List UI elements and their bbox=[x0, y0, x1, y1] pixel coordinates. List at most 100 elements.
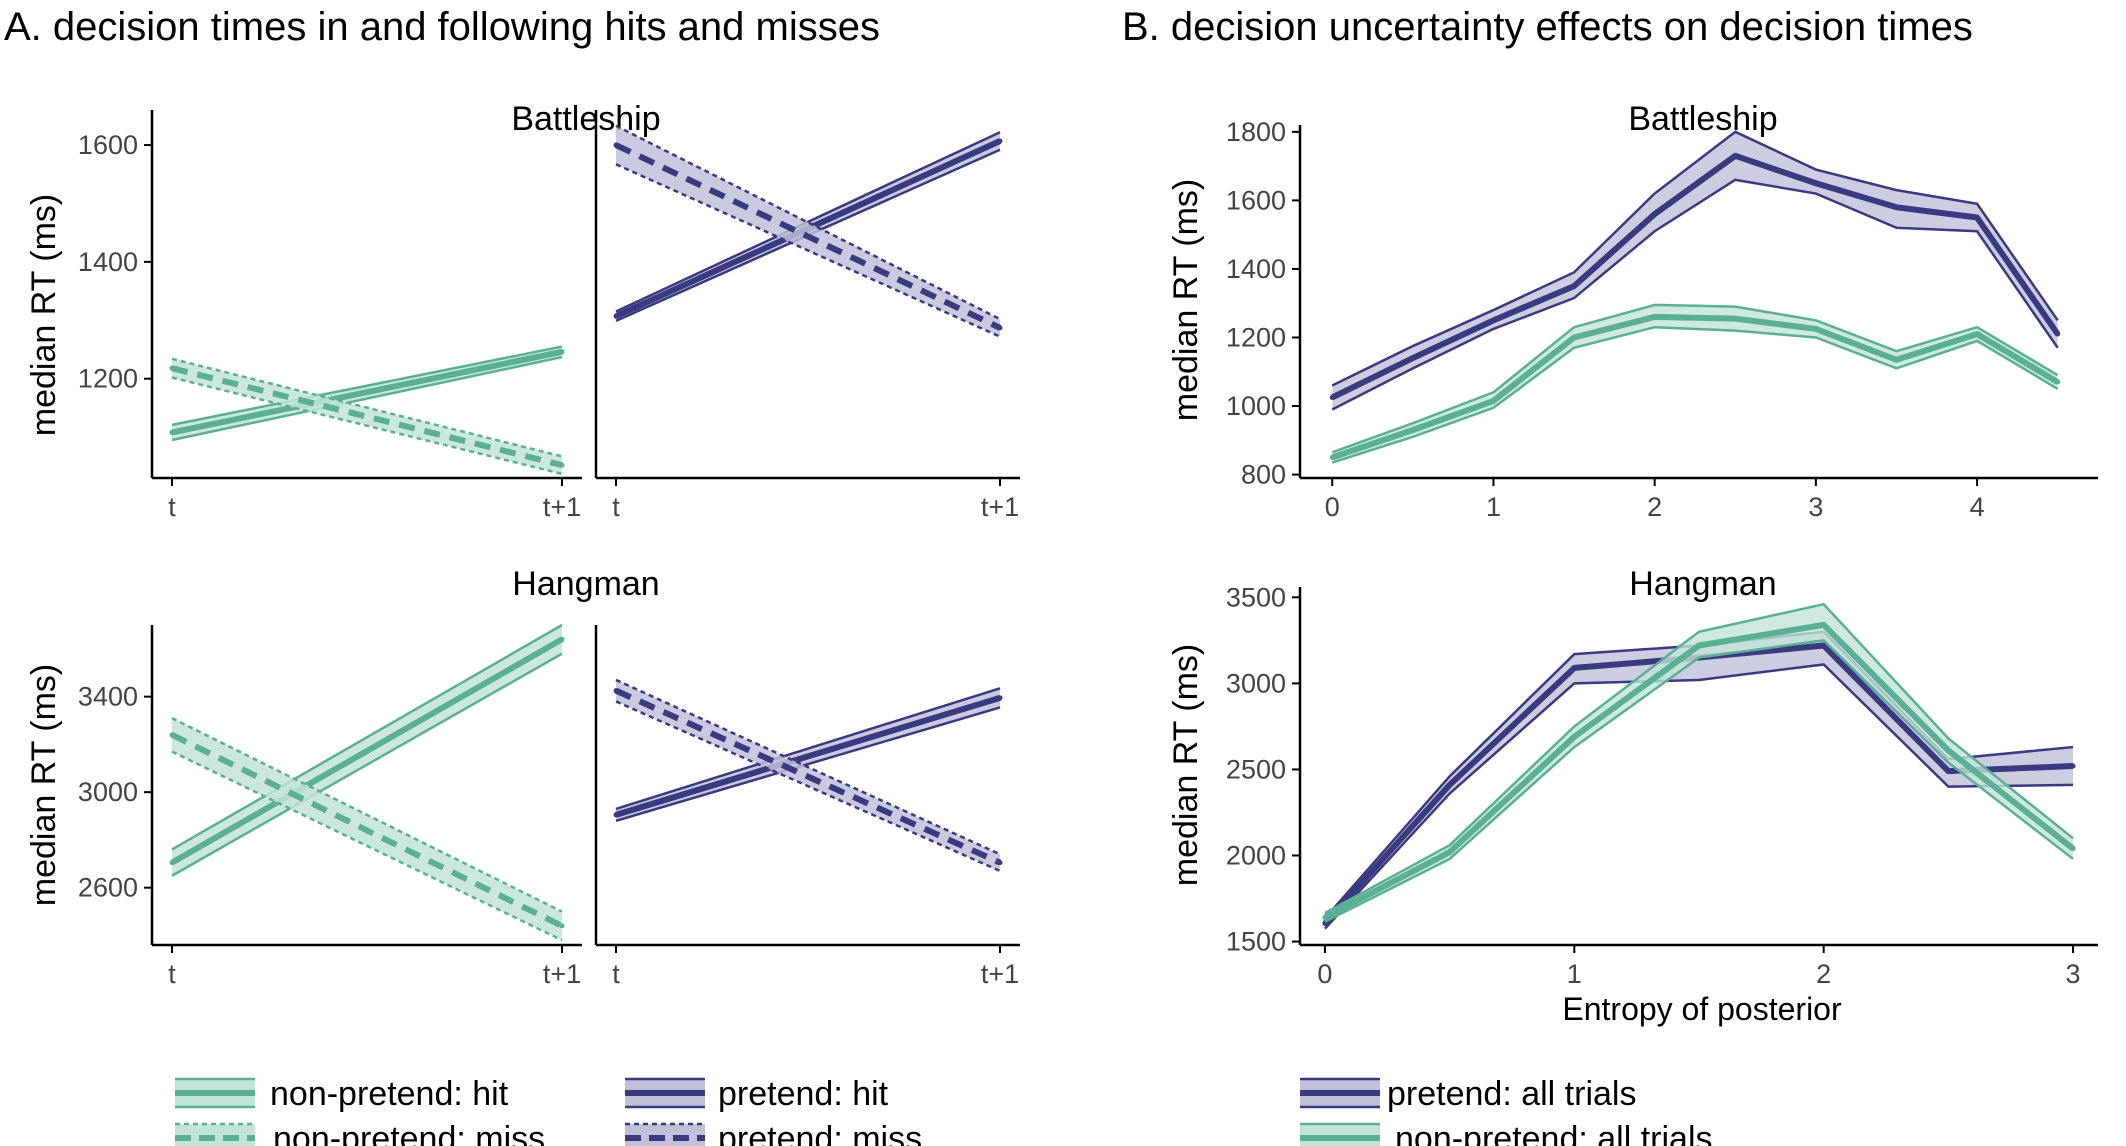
data-point bbox=[2055, 379, 2061, 385]
data-point bbox=[997, 325, 1003, 331]
legend-label-pretend-miss: pretend: miss bbox=[718, 1120, 922, 1146]
data-point bbox=[1893, 204, 1899, 210]
series-line bbox=[170, 636, 564, 866]
x-tick-label: 2 bbox=[1647, 492, 1662, 522]
ci-lower-line bbox=[1331, 325, 2059, 464]
data-point bbox=[2070, 846, 2076, 852]
data-point bbox=[1893, 357, 1899, 363]
x-tick-label: 3 bbox=[1808, 492, 1823, 522]
y-tick-label: 1800 bbox=[1226, 117, 1286, 147]
legend-key-pretend-miss bbox=[625, 1122, 705, 1146]
ci-upper-line bbox=[615, 131, 1001, 313]
x-tick-label: 4 bbox=[1970, 492, 1985, 522]
data-point bbox=[1813, 180, 1819, 186]
data-point bbox=[1410, 427, 1416, 433]
x-tick-label: t+1 bbox=[981, 492, 1019, 522]
y-tick-label: 1600 bbox=[1226, 185, 1286, 215]
subplot-title: Battleship bbox=[1628, 100, 1777, 138]
ci-upper-line bbox=[615, 678, 1001, 856]
series-line bbox=[615, 694, 1001, 818]
data-point bbox=[559, 462, 565, 468]
legend-label-nonpretend-hit: non-pretend: hit bbox=[270, 1075, 509, 1113]
ci-lower-line bbox=[615, 163, 1001, 338]
y-tick-label: 3000 bbox=[78, 777, 138, 807]
chart-B-battleship: Battleship median RT (ms) 0 1 2 3 4 800 1000 1200… bbox=[1167, 100, 2098, 522]
x-tick-label: 1 bbox=[1486, 492, 1501, 522]
plots: Battleship median RT (ms) t t+1120014001600… bbox=[25, 100, 2098, 1027]
x-tick-label: 1 bbox=[1567, 959, 1582, 989]
y-tick-label: 2000 bbox=[1226, 841, 1286, 871]
x-tick-label: t bbox=[168, 959, 176, 989]
ci-upper-line bbox=[1331, 130, 2059, 387]
x-tick-label: t bbox=[168, 492, 176, 522]
data-point bbox=[613, 313, 619, 319]
data-point bbox=[1322, 914, 1328, 920]
legend-panel-b: pretend: all trials non-pretend: all tria… bbox=[1300, 1075, 1713, 1146]
series-line bbox=[171, 365, 563, 469]
ci-lower-line bbox=[171, 750, 563, 942]
y-axis-label: median RT (ms) bbox=[25, 664, 63, 906]
data-point bbox=[1974, 331, 1980, 337]
series-pretend bbox=[1322, 630, 2076, 930]
x-tick-label: t bbox=[612, 959, 620, 989]
ci-ribbon bbox=[616, 125, 1000, 337]
legend-label-nonpretend-all: non-pretend: all trials bbox=[1395, 1120, 1713, 1146]
series-line bbox=[614, 142, 1002, 331]
series-line bbox=[170, 732, 564, 929]
data-point bbox=[997, 860, 1003, 866]
data-point bbox=[997, 138, 1003, 144]
data-point bbox=[169, 365, 175, 371]
y-tick-label: 800 bbox=[1241, 460, 1286, 490]
legend-panel-a: non-pretend: hit non-pretend: miss pretend… bbox=[175, 1075, 922, 1146]
series-pretend-hit bbox=[613, 687, 1003, 823]
ci-ribbon bbox=[1332, 131, 2058, 410]
ci-upper-line bbox=[1324, 602, 2074, 915]
facet-2: t t+1 bbox=[594, 110, 1020, 522]
ci-upper-line bbox=[615, 687, 1001, 811]
data-point bbox=[169, 732, 175, 738]
x-axis-label: Entropy of posterior bbox=[1562, 991, 1842, 1027]
data-point bbox=[1945, 768, 1951, 774]
y-tick-label: 3400 bbox=[78, 682, 138, 712]
ci-lower-line bbox=[1324, 639, 2074, 923]
series-nonpretend-hit bbox=[169, 623, 565, 877]
data-point bbox=[1732, 153, 1738, 159]
data-point bbox=[613, 142, 619, 148]
x-tick-label: t+1 bbox=[543, 959, 581, 989]
x-tick-label: 0 bbox=[1317, 959, 1332, 989]
series-pretend-miss bbox=[613, 124, 1003, 338]
legend-label-pretend-hit: pretend: hit bbox=[718, 1075, 889, 1113]
data-point bbox=[1447, 849, 1453, 855]
y-axis-label: median RT (ms) bbox=[1167, 179, 1205, 421]
data-point bbox=[2070, 763, 2076, 769]
data-point bbox=[1329, 394, 1335, 400]
panel-b-title: B. decision uncertainty effects on decis… bbox=[1122, 5, 1973, 49]
ci-lower-line bbox=[615, 700, 1001, 873]
chart-A-hangman: Hangman median RT (ms) t t+1 2600 3000 3400 t t+… bbox=[25, 565, 1020, 989]
data-point bbox=[1571, 283, 1577, 289]
data-point bbox=[1696, 643, 1702, 649]
series-nonpretend bbox=[1322, 602, 2076, 923]
subplot-title: Hangman bbox=[512, 565, 659, 603]
series-line bbox=[1331, 313, 2060, 461]
y-tick-label: 3000 bbox=[1226, 668, 1286, 698]
data-point bbox=[559, 923, 565, 929]
series-nonpretend bbox=[1329, 303, 2061, 464]
data-point bbox=[1821, 622, 1827, 628]
data-point bbox=[169, 860, 175, 866]
legend-key-nonpretend-miss bbox=[175, 1122, 255, 1146]
x-tick-label: 0 bbox=[1325, 492, 1340, 522]
ci-upper-line bbox=[171, 623, 563, 851]
data-point bbox=[1329, 454, 1335, 460]
x-tick-label: 2 bbox=[1816, 959, 1831, 989]
legend-label-pretend-all: pretend: all trials bbox=[1387, 1075, 1636, 1113]
y-tick-label: 1500 bbox=[1226, 927, 1286, 957]
panel-a-title: A. decision times in and following hits … bbox=[4, 5, 880, 49]
chart-A-battleship: Battleship median RT (ms) t t+1 1200 1400 1600… bbox=[25, 100, 1020, 522]
facet-1: t t+1 1200 1400 1600 bbox=[78, 110, 582, 522]
data-point bbox=[1652, 211, 1658, 217]
data-point bbox=[1732, 316, 1738, 322]
series-pretend-miss bbox=[613, 678, 1003, 873]
legend-label-nonpretend-miss: non-pretend: miss bbox=[273, 1120, 545, 1146]
